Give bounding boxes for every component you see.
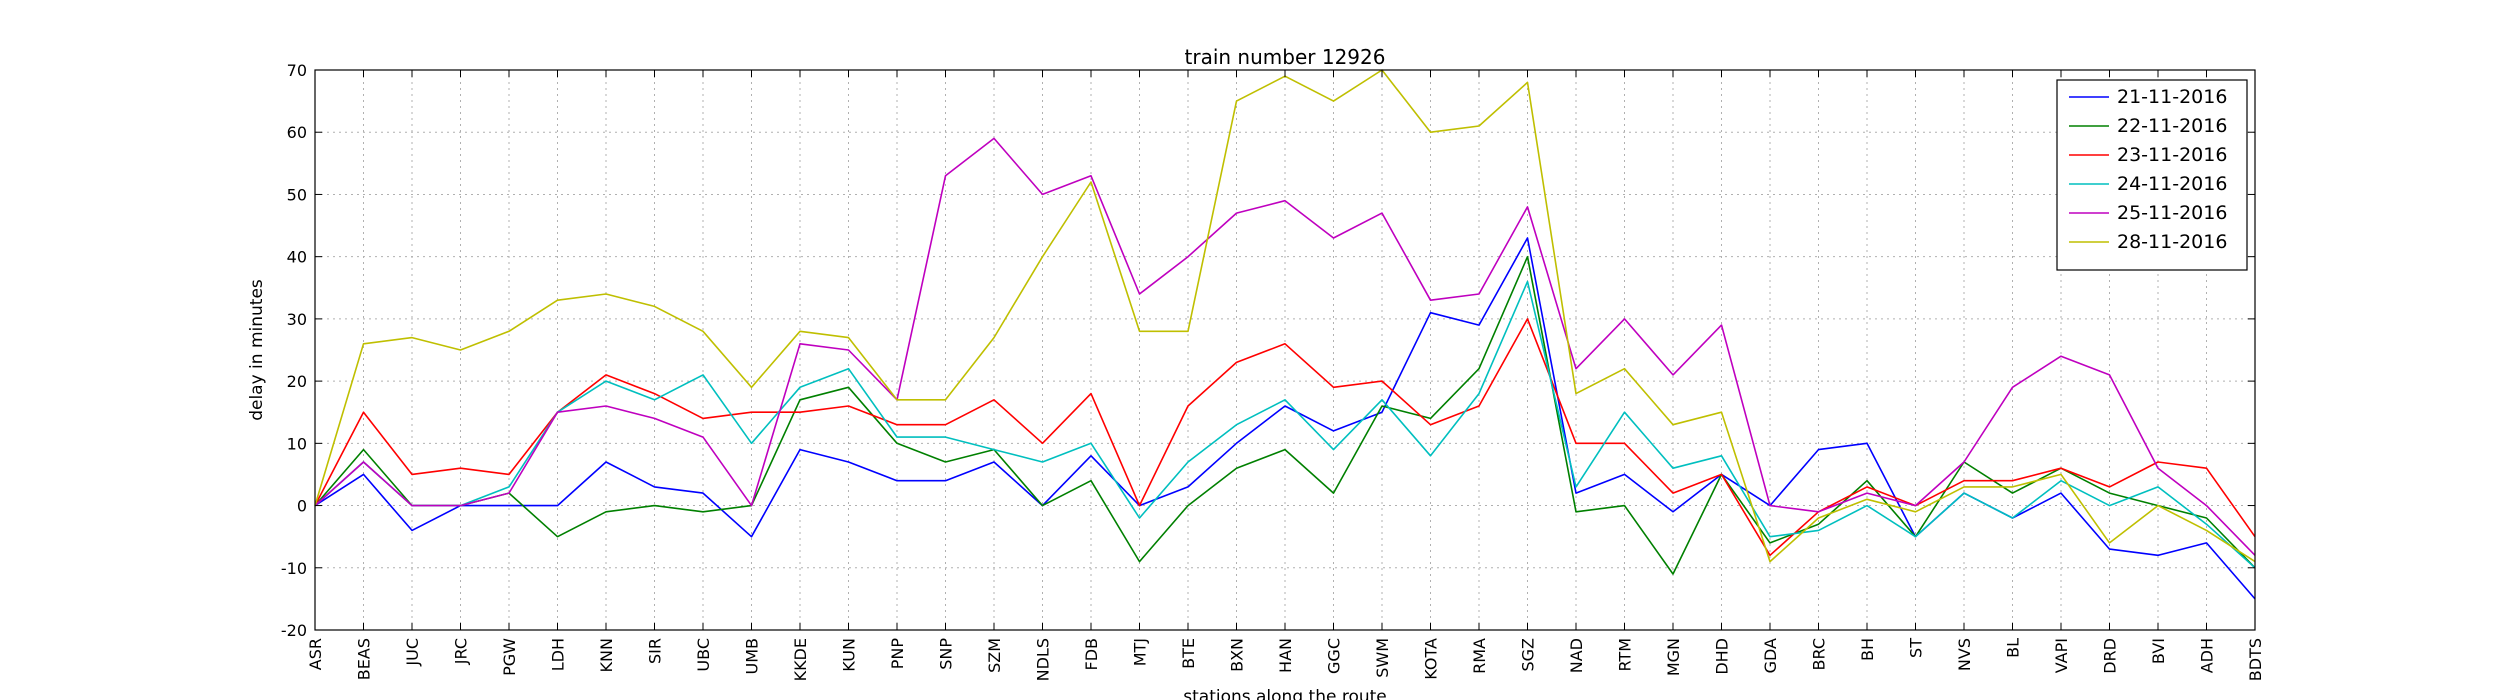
x-tick-label: KNN — [597, 638, 616, 672]
x-tick-label: BXN — [1228, 638, 1247, 672]
x-tick-label: BDTS — [2246, 638, 2265, 681]
series-line — [314, 318, 2256, 557]
x-tick-label: HAN — [1276, 638, 1295, 673]
y-tick-label: 40 — [287, 248, 307, 267]
x-tick-label: DHD — [1713, 638, 1732, 675]
legend-label: 25-11-2016 — [2117, 202, 2227, 224]
grid — [314, 69, 2256, 631]
x-tick-label: NDLS — [1034, 638, 1053, 681]
legend-label: 21-11-2016 — [2117, 86, 2227, 108]
y-tick-label: -10 — [281, 559, 307, 578]
y-tick-label: 0 — [297, 497, 307, 516]
x-tick-label: BH — [1858, 638, 1877, 661]
series-line — [314, 255, 2256, 575]
x-tick-label: NVS — [1955, 638, 1974, 671]
x-tick-label: DRD — [2101, 638, 2120, 674]
legend-label: 22-11-2016 — [2117, 115, 2227, 137]
x-tick-label: KOTA — [1422, 638, 1441, 680]
x-tick-label: BTE — [1179, 638, 1198, 669]
x-tick-label: RMA — [1470, 638, 1489, 674]
x-tick-label: MGN — [1664, 638, 1683, 676]
y-axis-label: delay in minutes — [247, 279, 267, 421]
x-tick-label: NAD — [1567, 638, 1586, 673]
x-tick-label: FDB — [1082, 638, 1101, 671]
x-tick-label: KUN — [840, 638, 859, 672]
x-tick-label: GGC — [1325, 638, 1344, 674]
x-tick-label: ASR — [306, 638, 325, 670]
y-tick-label: 50 — [287, 185, 307, 204]
x-tick-label: MTJ — [1131, 638, 1150, 666]
legend-box — [2056, 79, 2248, 271]
y-tick-label: 30 — [287, 310, 307, 329]
x-tick-label: RTM — [1616, 638, 1635, 672]
chart-title: train number 12926 — [1185, 45, 1386, 69]
x-axis: ASR BEAS JUC JRC PGW LDH KNN SIR UBC UMB KKDE KUN PN… — [306, 70, 2265, 681]
x-tick-label: GDA — [1761, 638, 1780, 673]
x-tick-label: BEAS — [355, 638, 374, 680]
x-tick-label: JUC — [403, 638, 422, 667]
x-tick-label: BRC — [1810, 638, 1829, 670]
x-tick-label: BL — [2004, 638, 2023, 658]
x-tick-label: KKDE — [791, 638, 810, 681]
x-tick-label: LDH — [549, 638, 568, 671]
x-tick-label: SIR — [646, 638, 665, 664]
x-tick-label: PGW — [500, 638, 519, 676]
y-tick-label: 10 — [287, 434, 307, 453]
legend: 21-11-2016 22-11-2016 23-11-2016 24-11-2016… — [2056, 79, 2248, 271]
series-line — [314, 137, 2256, 556]
legend-label: 23-11-2016 — [2117, 144, 2227, 166]
y-tick-label: 60 — [287, 123, 307, 142]
legend-label: 24-11-2016 — [2117, 173, 2227, 195]
y-tick-label: -20 — [281, 621, 307, 640]
x-tick-label: SNP — [937, 638, 956, 670]
x-tick-label: SGZ — [1519, 638, 1538, 672]
y-axis: -20 -10 0 10 20 30 40 50 60 70 — [281, 61, 2255, 640]
x-axis-label: stations along the route — [1183, 687, 1387, 700]
x-tick-label: JRC — [452, 638, 471, 665]
legend-label: 28-11-2016 — [2117, 231, 2227, 253]
y-tick-label: 20 — [287, 372, 307, 391]
series-line — [314, 280, 2256, 569]
x-tick-label: SWM — [1373, 638, 1392, 678]
x-tick-label: ST — [1907, 638, 1926, 658]
x-tick-label: SZM — [985, 638, 1004, 673]
y-tick-label: 70 — [287, 61, 307, 80]
x-tick-label: UBC — [694, 638, 713, 672]
x-tick-label: ADH — [2198, 638, 2217, 673]
x-tick-label: VAPI — [2052, 638, 2071, 673]
x-tick-label: BVI — [2149, 638, 2168, 664]
x-tick-label: UMB — [743, 638, 762, 675]
x-tick-label: PNP — [888, 638, 907, 670]
